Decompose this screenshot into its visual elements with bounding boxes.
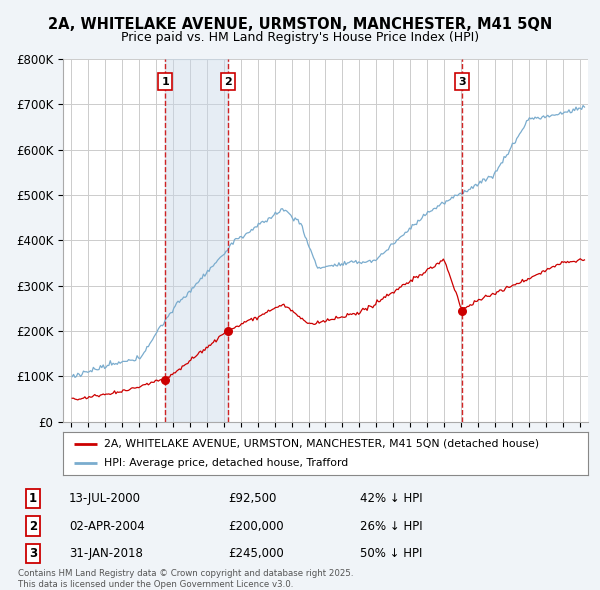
Text: 42% ↓ HPI: 42% ↓ HPI <box>360 492 422 505</box>
Text: 1: 1 <box>161 77 169 87</box>
Point <box>458 306 467 316</box>
Text: 13-JUL-2000: 13-JUL-2000 <box>69 492 141 505</box>
Text: 3: 3 <box>29 547 37 560</box>
Text: £92,500: £92,500 <box>228 492 277 505</box>
Text: 2: 2 <box>29 520 37 533</box>
Text: 2: 2 <box>224 77 232 87</box>
Text: 1: 1 <box>29 492 37 505</box>
Text: 2A, WHITELAKE AVENUE, URMSTON, MANCHESTER, M41 5QN (detached house): 2A, WHITELAKE AVENUE, URMSTON, MANCHESTE… <box>104 439 539 449</box>
Point <box>160 375 170 385</box>
Text: 3: 3 <box>458 77 466 87</box>
Text: 2A, WHITELAKE AVENUE, URMSTON, MANCHESTER, M41 5QN: 2A, WHITELAKE AVENUE, URMSTON, MANCHESTE… <box>48 17 552 31</box>
Text: £245,000: £245,000 <box>228 547 284 560</box>
Point <box>223 326 233 336</box>
Text: Price paid vs. HM Land Registry's House Price Index (HPI): Price paid vs. HM Land Registry's House … <box>121 31 479 44</box>
Bar <box>165 59 228 422</box>
Text: HPI: Average price, detached house, Trafford: HPI: Average price, detached house, Traf… <box>104 458 348 468</box>
Text: 02-APR-2004: 02-APR-2004 <box>69 520 145 533</box>
Text: 26% ↓ HPI: 26% ↓ HPI <box>360 520 422 533</box>
Text: 50% ↓ HPI: 50% ↓ HPI <box>360 547 422 560</box>
Text: £200,000: £200,000 <box>228 520 284 533</box>
Text: Contains HM Land Registry data © Crown copyright and database right 2025.
This d: Contains HM Land Registry data © Crown c… <box>18 569 353 589</box>
Text: 31-JAN-2018: 31-JAN-2018 <box>69 547 143 560</box>
